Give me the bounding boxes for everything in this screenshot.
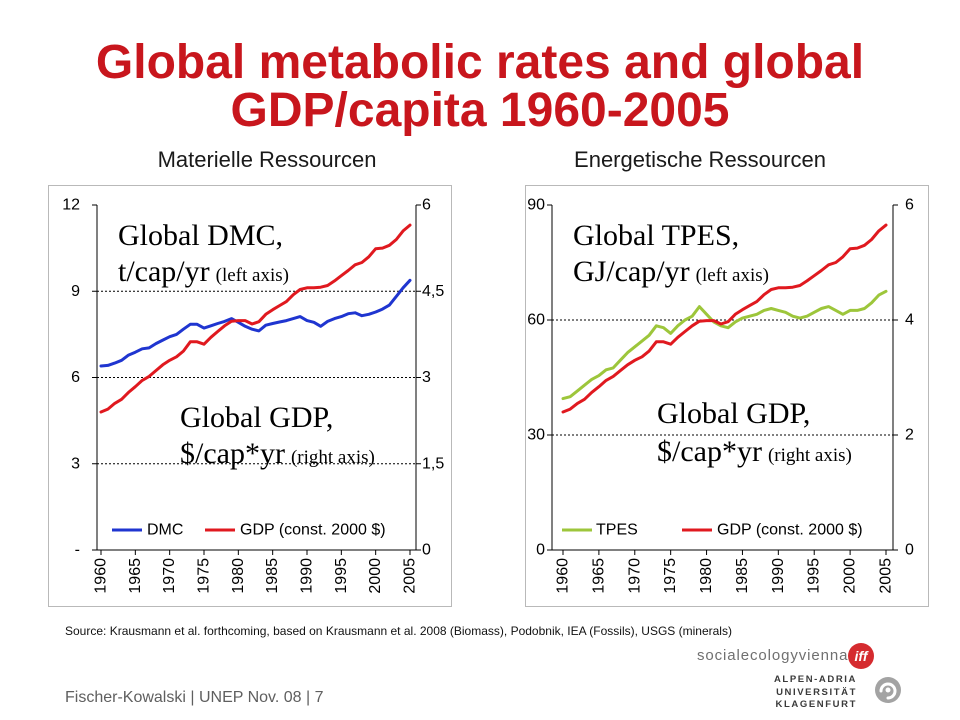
x-axis-tick-label: 1975 [662,558,679,594]
x-axis-tick-label: 1960 [555,558,572,594]
annotation-dmc-title-text: Global DMC, [118,219,283,252]
x-axis-tick-label: 1985 [264,558,281,594]
left-axis-tick-label: - [75,542,80,559]
right-axis-tick-label: 0 [905,542,914,559]
annotation-dmc-unit-text: t/cap/yr [118,255,210,288]
annotation-gdp-unit: $/cap*yr (right axis) [657,435,852,468]
x-axis-tick-label: 1975 [196,558,213,594]
x-axis-tick-label: 1970 [161,558,178,594]
x-axis-tick-label: 1985 [734,558,751,594]
right-axis-tick-label: 1,5 [422,455,444,472]
annotation-dmc-title: Global DMC, [118,219,283,252]
plot-area: 0 30 60 90 0 2 4 6 1960 1965 1970 1975 1980 1985 1990 1… [527,197,914,594]
x-axis-tick-label: 1960 [93,558,110,594]
x-axis-tick-label: 1965 [127,558,144,594]
right-axis-tick-label: 4,5 [422,283,444,300]
right-axis-tick-label: 3 [422,369,431,386]
iff-logo-icon: iff [848,643,874,669]
legend-label-tpes: TPES [596,522,638,539]
x-axis-tick-label: 2005 [402,558,419,594]
left-axis-tick-label: 0 [536,542,545,559]
right-axis-tick-label: 2 [905,427,914,444]
annotation-gdp-unit-text: $/cap*yr [180,437,285,470]
social-ecology-vienna-logo-text: socialecologyvienna [697,647,849,664]
x-axis-tick-label: 1965 [590,558,607,594]
annotation-gdp: Global GDP, $/cap*yr (right axis) [657,397,852,468]
annotation-tpes-title-text: Global TPES, [573,219,739,252]
x-axis-tick-label: 1990 [770,558,787,594]
aau-line-1: ALPEN-ADRIA [773,674,857,685]
chart-panel-dmc: - 3 6 9 12 0 1,5 3 4,5 6 1960 1965 1970 1975 1980 1985 1… [48,185,452,607]
x-axis-tick-label: 1970 [626,558,643,594]
annotation-gdp-title: Global GDP, [180,401,333,434]
annotation-tpes: Global TPES, GJ/cap/yr (left axis) [573,219,769,288]
annotation-tpes-axis-note: (left axis) [696,265,769,286]
x-axis-tick-label: 2005 [878,558,895,594]
annotation-gdp-axis-note: (right axis) [768,445,852,466]
slide-title-line-2: GDP/capita 1960-2005 [230,84,730,137]
legend-label-dmc: DMC [147,522,183,539]
aau-logo-text: ALPEN-ADRIA UNIVERSITÄT KLAGENFURT [774,674,857,712]
legend: DMC GDP (const. 2000 $) [112,522,386,539]
annotation-tpes-unit: GJ/cap/yr (left axis) [573,255,769,288]
x-axis-tick-label: 1980 [698,558,715,594]
legend-label-gdp: GDP (const. 2000 $) [717,522,863,539]
series-line-dmc [99,278,412,368]
annotation-tpes-title: Global TPES, [573,219,739,252]
annotation-dmc-axis-note: (left axis) [216,265,289,286]
annotation-gdp-axis-note: (right axis) [291,447,375,468]
slide-title-line-1: Global metabolic rates and global [95,36,865,89]
chart-dmc-gdp: - 3 6 9 12 0 1,5 3 4,5 6 1960 1965 1970 1975 1980 1985 1… [62,197,444,594]
x-axis-tick-label: 2000 [367,558,384,594]
right-axis-tick-label: 0 [422,542,431,559]
chart-tpes-gdp: 0 30 60 90 0 2 4 6 1960 1965 1970 1975 1980 1985 1990 1… [527,197,914,594]
left-axis-tick-label: 6 [71,369,80,386]
left-axis-tick-label: 90 [527,197,545,214]
annotation-gdp-unit-text: $/cap*yr [657,435,762,468]
annotation-dmc-unit: t/cap/yr (left axis) [118,255,289,288]
x-axis-tick-label: 1995 [806,558,823,594]
plot-area: - 3 6 9 12 0 1,5 3 4,5 6 1960 1965 1970 1975 1980 1985 1… [62,197,444,594]
left-axis-tick-label: 60 [527,312,545,329]
chart-panel-tpes: 0 30 60 90 0 2 4 6 1960 1965 1970 1975 1980 1985 1990 1… [525,185,929,607]
left-axis-tick-label: 12 [62,197,80,214]
annotation-gdp-unit: $/cap*yr (right axis) [180,437,375,470]
right-axis-tick-label: 6 [905,197,914,214]
left-axis-tick-label: 9 [71,283,80,300]
annotation-dmc: Global DMC, t/cap/yr (left axis) [118,219,289,288]
x-axis-tick-label: 1995 [333,558,350,594]
annotation-gdp: Global GDP, $/cap*yr (right axis) [180,401,375,470]
annotation-gdp-title-text: Global GDP, [657,397,810,430]
source-note: Source: Krausmann et al. forthcoming, ba… [65,624,732,638]
annotation-tpes-unit-text: GJ/cap/yr [573,255,690,288]
aau-logo-icon [875,677,901,703]
annotation-gdp-title: Global GDP, [657,397,810,430]
aau-line-3: KLAGENFURT [775,699,857,710]
left-axis-tick-label: 3 [71,455,80,472]
x-axis-tick-label: 2000 [842,558,859,594]
right-axis-tick-label: 4 [905,312,914,329]
series-line-gdp [99,223,412,414]
series-line-tpes [561,289,888,401]
series-line-gdp [561,223,888,414]
subtitle-energy: Energetische Ressourcen [574,147,826,172]
left-axis-tick-label: 30 [527,427,545,444]
x-axis-tick-label: 1980 [230,558,247,594]
slide-footer: Fischer-Kowalski | UNEP Nov. 08 | 7 [65,689,324,706]
annotation-gdp-title-text: Global GDP, [180,401,333,434]
legend: TPES GDP (const. 2000 $) [562,522,863,539]
legend-label-gdp: GDP (const. 2000 $) [240,522,386,539]
subtitle-materials: Materielle Ressourcen [157,147,377,172]
aau-line-2: UNIVERSITÄT [776,686,857,698]
right-axis-tick-label: 6 [422,197,431,214]
x-axis-tick-label: 1990 [299,558,316,594]
